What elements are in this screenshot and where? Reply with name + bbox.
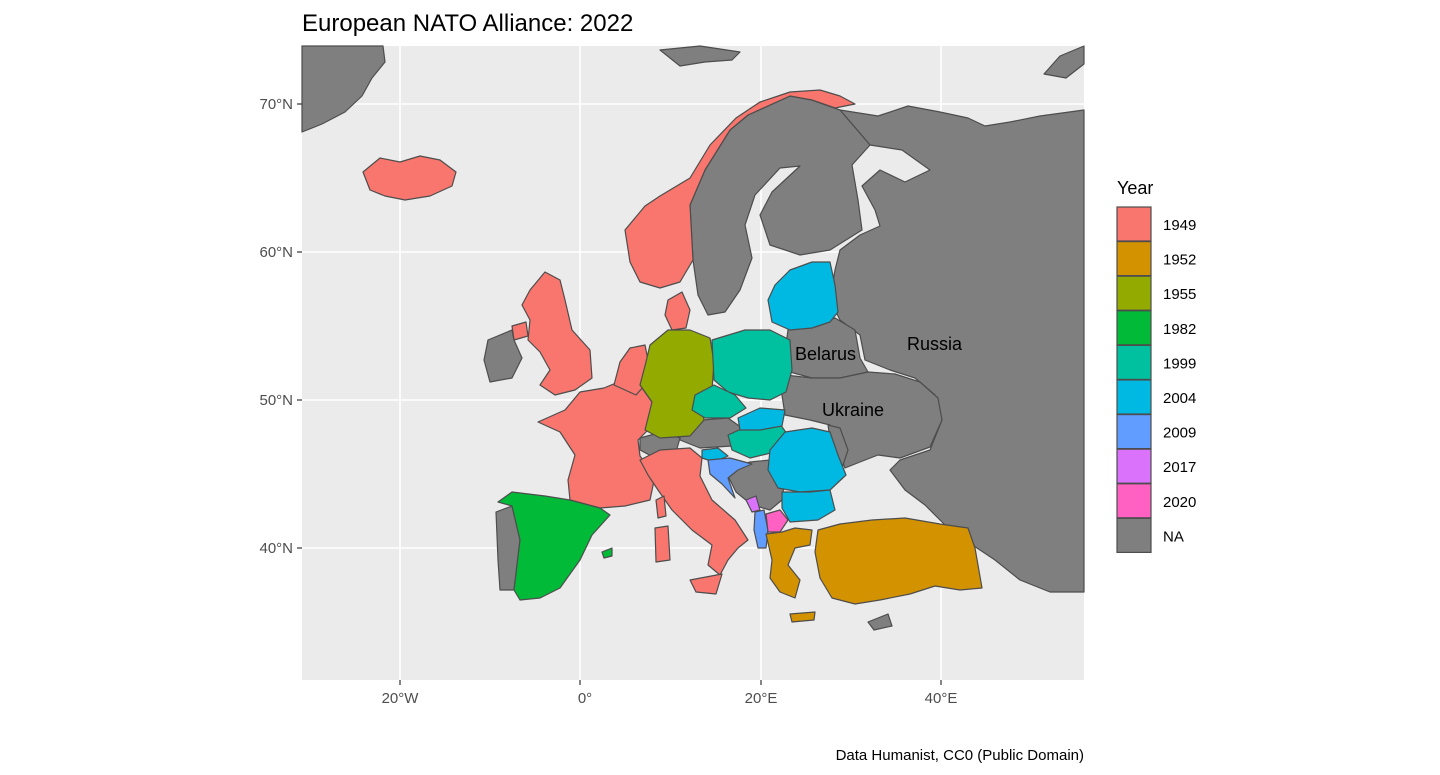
country-novaya-zemlya xyxy=(1043,45,1085,79)
country-corsica xyxy=(655,495,667,519)
legend-key-swatch xyxy=(1116,310,1152,346)
x-axis: 20°W 0° 20°E 40°E xyxy=(382,680,958,707)
country-greenland xyxy=(301,45,386,133)
legend-label: NA xyxy=(1163,528,1184,545)
legend-key-swatch xyxy=(1116,206,1152,242)
legend-key-swatch xyxy=(1116,379,1152,415)
country-northern-ireland xyxy=(511,321,529,341)
legend-key-swatch xyxy=(1116,448,1152,484)
map-panel xyxy=(301,45,1085,680)
label-russia: Russia xyxy=(907,334,963,354)
country-crete xyxy=(789,611,816,623)
country-benelux xyxy=(613,344,649,396)
country-czechia xyxy=(691,384,747,419)
country-sardinia xyxy=(654,525,671,563)
legend-key-swatch xyxy=(1116,483,1152,519)
country-cyprus xyxy=(867,613,893,631)
legend-key-swatch xyxy=(1116,275,1152,311)
legend-label: 1949 xyxy=(1163,217,1196,234)
country-baltics xyxy=(767,261,839,331)
country-albania xyxy=(753,509,769,549)
country-romania xyxy=(767,427,847,493)
country-germany xyxy=(639,329,715,439)
country-ireland xyxy=(483,329,523,383)
x-tick-label: 40°E xyxy=(925,690,958,707)
legend-key-swatch xyxy=(1116,344,1152,380)
y-axis-ticks xyxy=(297,103,302,549)
country-france xyxy=(537,377,656,509)
country-greece xyxy=(765,527,813,599)
label-ukraine: Ukraine xyxy=(822,400,884,420)
legend-key-swatch xyxy=(1116,517,1152,554)
label-belarus: Belarus xyxy=(795,344,856,364)
legend-label: 2020 xyxy=(1163,494,1196,511)
legend-key-swatch xyxy=(1116,414,1152,450)
map-title: European NATO Alliance: 2022 xyxy=(302,10,633,37)
country-ukraine xyxy=(781,371,943,469)
x-tick-label: 20°E xyxy=(745,690,778,707)
y-tick-label: 70°N xyxy=(259,96,293,113)
country-poland xyxy=(711,329,793,401)
y-axis: 70°N 60°N 50°N 40°N xyxy=(259,96,302,557)
legend-title: Year xyxy=(1117,178,1153,198)
legend-label: 1952 xyxy=(1163,252,1196,269)
country-turkey xyxy=(814,517,983,605)
x-axis-ticks xyxy=(399,680,942,685)
country-denmark xyxy=(664,291,691,331)
country-norway xyxy=(624,89,856,289)
country-montenegro xyxy=(745,495,761,513)
country-svalbard xyxy=(659,45,741,67)
country-italy xyxy=(639,447,749,576)
legend-label: 2017 xyxy=(1163,459,1196,476)
country-russia xyxy=(829,105,1085,593)
y-tick-label: 50°N xyxy=(259,392,293,409)
country-uk xyxy=(521,271,593,396)
x-tick-label: 20°W xyxy=(382,690,420,707)
y-tick-label: 60°N xyxy=(259,244,293,261)
legend-label: 1999 xyxy=(1163,355,1196,372)
legend-label: 1955 xyxy=(1163,286,1196,303)
country-bulgaria xyxy=(781,489,836,523)
y-tick-label: 40°N xyxy=(259,540,293,557)
country-sicily xyxy=(689,573,723,595)
country-spain xyxy=(497,491,611,601)
countries xyxy=(301,45,1085,631)
legend-label: 2004 xyxy=(1163,390,1196,407)
country-balearic xyxy=(601,547,613,559)
legend-label: 1982 xyxy=(1163,321,1196,338)
x-tick-label: 0° xyxy=(578,690,592,707)
country-north-macedonia xyxy=(765,509,789,533)
legend: Year 1949 1952 1955 1982 1999 2004 2009 2017 202… xyxy=(1116,178,1196,554)
country-slovakia xyxy=(737,407,786,431)
legend-entries: 1949 1952 1955 1982 1999 2004 2009 2017 2020 NA xyxy=(1116,206,1196,554)
caption: Data Humanist, CC0 (Public Domain) xyxy=(836,747,1084,764)
country-croatia xyxy=(707,457,753,499)
legend-label: 2009 xyxy=(1163,425,1196,442)
country-iceland xyxy=(362,155,457,201)
legend-key-swatch xyxy=(1116,241,1152,277)
